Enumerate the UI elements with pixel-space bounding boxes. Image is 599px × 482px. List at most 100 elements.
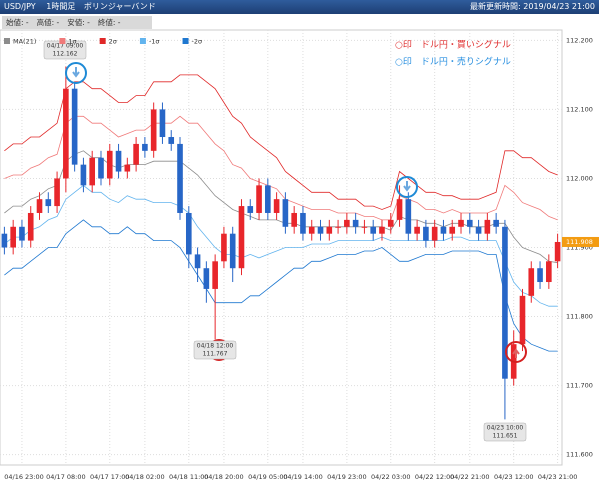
candle-body xyxy=(54,178,60,207)
y-tick-label: 111.700 xyxy=(566,382,593,390)
x-tick-label: 04/22 12:00 xyxy=(415,473,455,481)
legend-swatch xyxy=(182,38,189,44)
candle-body xyxy=(142,143,148,151)
candle-body xyxy=(493,219,499,227)
candle-body xyxy=(63,88,69,179)
callout-price: 112.162 xyxy=(53,51,78,58)
candle-body xyxy=(106,150,113,179)
y-tick-label: 111.800 xyxy=(566,313,593,321)
x-tick-label: 04/18 11:00 xyxy=(169,473,209,481)
candle-body xyxy=(203,268,210,289)
candle-body xyxy=(344,219,350,227)
sell-signal xyxy=(396,176,418,198)
candle-body xyxy=(89,157,96,186)
x-tick-label: 04/19 05:00 xyxy=(248,473,288,481)
callout: 04/17 09:00 112.162 xyxy=(43,40,87,60)
candle-body xyxy=(519,295,526,345)
candle-body xyxy=(221,233,227,262)
candle-body xyxy=(484,219,491,234)
candle-body xyxy=(1,233,8,248)
buy-signal-note: ○印 ドル円・買いシグナル xyxy=(395,39,511,51)
header: USD/JPY 1時間足 ボリンジャーバンド 最新更新時間: 2019/04/2… xyxy=(0,0,599,14)
x-tick-label: 04/23 12:00 xyxy=(494,473,534,481)
ohlc-close: 終値: - xyxy=(97,18,121,27)
candle-body xyxy=(449,226,456,234)
legend-label: 2σ xyxy=(109,38,117,46)
candle-body xyxy=(466,219,473,227)
candle-body xyxy=(265,185,271,213)
candle-body xyxy=(300,212,306,234)
y-tick-label: 112.000 xyxy=(566,174,593,182)
candle-body xyxy=(247,206,254,213)
x-tick-label: 04/17 17:00 xyxy=(90,473,130,481)
candle-body xyxy=(71,88,78,165)
candle-body xyxy=(370,226,377,234)
candle-body xyxy=(387,219,394,227)
candle-body xyxy=(414,226,420,234)
candle-body xyxy=(431,226,438,241)
legend-swatch xyxy=(139,38,146,44)
candle-body xyxy=(554,241,561,262)
x-tick-label: 04/18 20:00 xyxy=(204,473,244,481)
ohlc-high: 高値: - xyxy=(36,18,60,27)
candle-body xyxy=(537,268,543,283)
legend-swatch xyxy=(99,38,106,44)
up-arrow xyxy=(512,348,520,358)
candle-body xyxy=(458,219,464,227)
x-tick-label: 04/18 02:00 xyxy=(125,473,165,481)
candle-body xyxy=(19,226,25,241)
update-time: 最新更新時間: 2019/04/23 21:00 xyxy=(470,2,595,11)
buy-signal xyxy=(505,341,527,363)
candle-body xyxy=(159,109,166,138)
x-tick-label: 04/19 23:00 xyxy=(327,473,367,481)
band-line xyxy=(4,115,558,221)
candle-body xyxy=(352,219,359,227)
ohlc-row: 始値: - 高値: - 安値: - 終値: - xyxy=(2,16,152,29)
ohlc-open: 始値: - xyxy=(6,18,29,27)
candle-body xyxy=(317,226,324,234)
last-price-label: 111.908 xyxy=(566,238,593,246)
x-tick-label: 04/22 21:00 xyxy=(450,473,490,481)
callout-date: 04/18 12:00 xyxy=(197,343,234,350)
candle-body xyxy=(405,199,412,234)
candle-body xyxy=(308,226,315,234)
down-arrow xyxy=(403,181,411,192)
callout-price: 111.767 xyxy=(203,351,228,358)
signals xyxy=(65,62,527,363)
ohlc-low: 安値: - xyxy=(67,18,90,27)
candle-body xyxy=(150,109,157,151)
candle-body xyxy=(440,226,447,234)
candle-body xyxy=(528,268,535,296)
x-tick-label: 04/19 14:00 xyxy=(283,473,323,481)
candle-body xyxy=(115,150,122,172)
candle-body xyxy=(273,199,280,213)
x-tick-label: 04/17 08:00 xyxy=(46,473,86,481)
candle-body xyxy=(27,212,34,241)
callout-date: 04/23 10:00 xyxy=(487,425,524,432)
candle-body xyxy=(396,199,403,220)
candle-body xyxy=(335,226,341,228)
candle-body xyxy=(212,261,218,289)
candle-body xyxy=(80,164,87,186)
candle-body xyxy=(177,143,183,213)
candle-body xyxy=(475,226,482,234)
band-line xyxy=(4,74,558,210)
callout: 04/18 12:00 111.767 xyxy=(193,340,237,360)
band-line xyxy=(4,184,558,307)
candle-body xyxy=(185,212,192,255)
y-tick-label: 111.900 xyxy=(566,244,593,252)
candle-body xyxy=(546,261,552,283)
candle-body xyxy=(282,199,289,227)
indicator: ボリンジャーバンド xyxy=(83,2,156,11)
candle-body xyxy=(502,226,508,379)
callout-date: 04/17 09:00 xyxy=(47,43,84,50)
band-line xyxy=(4,219,558,352)
timeframe: 1時間足 xyxy=(46,2,76,11)
candle-body xyxy=(238,206,245,269)
candle-body xyxy=(36,199,43,213)
last-price-box xyxy=(562,236,599,247)
legend-label: -2σ xyxy=(192,38,203,46)
x-tick-label: 04/16 23:00 xyxy=(4,473,44,481)
y-tick-label: 112.100 xyxy=(566,105,593,113)
